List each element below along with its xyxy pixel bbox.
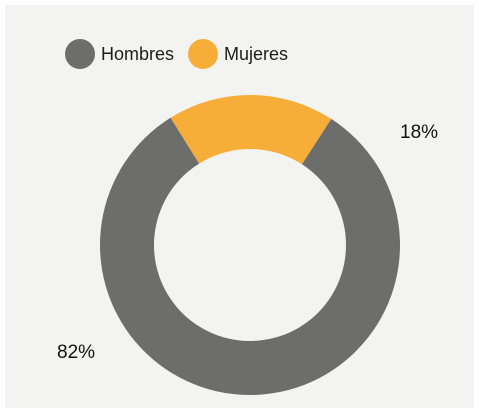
legend-item-hombres: Hombres xyxy=(65,39,174,69)
slice-hombres xyxy=(99,117,400,395)
slice-label-hombres: 82% xyxy=(57,342,95,363)
legend-item-mujeres: Mujeres xyxy=(188,39,288,69)
slice-label-mujeres: 18% xyxy=(400,122,438,143)
legend-swatch-hombres xyxy=(65,39,95,69)
donut-slices xyxy=(99,95,400,395)
legend-label-mujeres: Mujeres xyxy=(224,43,289,64)
legend-label-hombres: Hombres xyxy=(101,43,175,64)
slice-mujeres xyxy=(170,95,332,165)
legend-swatch-mujeres xyxy=(188,39,219,69)
legend: Hombres Mujeres xyxy=(65,39,288,69)
